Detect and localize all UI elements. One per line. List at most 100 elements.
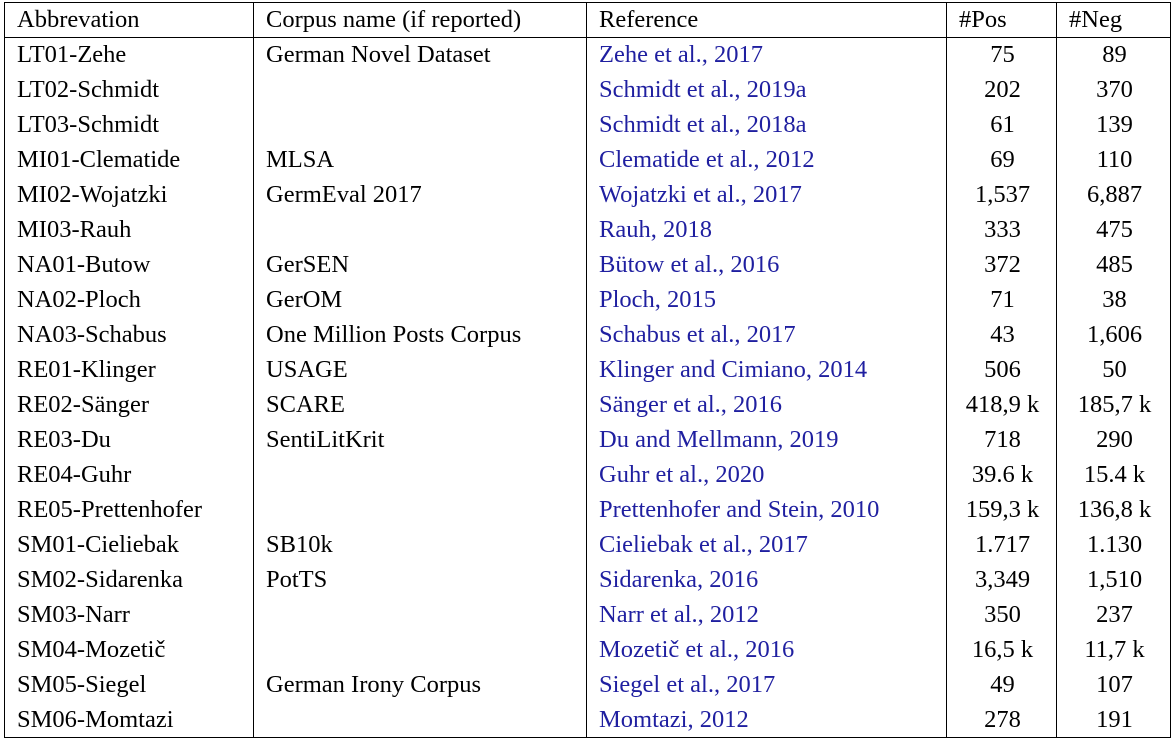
cell-reference-link[interactable]: Schmidt et al., 2018a bbox=[586, 107, 947, 143]
table-row: NA01-Butow GerSEN Bütow et al., 2016 372 485 bbox=[4, 247, 1171, 283]
cell-pos-count: 71 bbox=[946, 282, 1057, 318]
table-row: SM02-Sidarenka PotTS Sidarenka, 2016 3,349 1… bbox=[4, 562, 1171, 598]
cell-abbreviation: NA01-Butow bbox=[4, 247, 254, 283]
cell-pos-count: 372 bbox=[946, 247, 1057, 283]
cell-pos-count: 418,9 k bbox=[946, 387, 1057, 423]
cell-reference-link[interactable]: Ploch, 2015 bbox=[586, 282, 947, 318]
cell-neg-count: 290 bbox=[1056, 422, 1171, 458]
cell-reference-link[interactable]: Wojatzki et al., 2017 bbox=[586, 177, 947, 213]
table-row: SM03-Narr Narr et al., 2012 350 237 bbox=[4, 597, 1171, 633]
cell-neg-count: 237 bbox=[1056, 597, 1171, 633]
cell-pos-count: 159,3 k bbox=[946, 492, 1057, 528]
cell-reference-link[interactable]: Siegel et al., 2017 bbox=[586, 667, 947, 703]
cell-pos-count: 1.717 bbox=[946, 527, 1057, 563]
cell-reference-link[interactable]: Schmidt et al., 2019a bbox=[586, 72, 947, 108]
cell-reference-link[interactable]: Mozetič et al., 2016 bbox=[586, 632, 947, 668]
cell-corpus-name: MLSA bbox=[253, 142, 587, 178]
table-row: RE05-Prettenhofer Prettenhofer and Stein,… bbox=[4, 492, 1171, 528]
table-row: MI02-Wojatzki GermEval 2017 Wojatzki et al… bbox=[4, 177, 1171, 213]
table-row: SM05-Siegel German Irony Corpus Siegel et … bbox=[4, 667, 1171, 703]
cell-corpus-name: SB10k bbox=[253, 527, 587, 563]
header-corpus-name: Corpus name (if reported) bbox=[253, 2, 587, 38]
header-row: Abbrevation Corpus name (if reported) Re… bbox=[4, 2, 1171, 38]
cell-reference-link[interactable]: Du and Mellmann, 2019 bbox=[586, 422, 947, 458]
cell-pos-count: 39.6 k bbox=[946, 457, 1057, 493]
cell-reference-link[interactable]: Sidarenka, 2016 bbox=[586, 562, 947, 598]
cell-abbreviation: NA02-Ploch bbox=[4, 282, 254, 318]
cell-corpus-name: GerOM bbox=[253, 282, 587, 318]
cell-corpus-name bbox=[253, 107, 587, 143]
cell-neg-count: 139 bbox=[1056, 107, 1171, 143]
cell-pos-count: 333 bbox=[946, 212, 1057, 248]
cell-reference-link[interactable]: Klinger and Cimiano, 2014 bbox=[586, 352, 947, 388]
header-abbreviation: Abbrevation bbox=[4, 2, 254, 38]
cell-pos-count: 16,5 k bbox=[946, 632, 1057, 668]
cell-reference-link[interactable]: Momtazi, 2012 bbox=[586, 702, 947, 738]
cell-pos-count: 75 bbox=[946, 37, 1057, 73]
table-row: LT03-Schmidt Schmidt et al., 2018a 61 139 bbox=[4, 107, 1171, 143]
cell-neg-count: 191 bbox=[1056, 702, 1171, 738]
table-row: NA03-Schabus One Million Posts Corpus Scha… bbox=[4, 317, 1171, 353]
cell-reference-link[interactable]: Zehe et al., 2017 bbox=[586, 37, 947, 73]
cell-neg-count: 50 bbox=[1056, 352, 1171, 388]
table-row: MI03-Rauh Rauh, 2018 333 475 bbox=[4, 212, 1171, 248]
cell-reference-link[interactable]: Prettenhofer and Stein, 2010 bbox=[586, 492, 947, 528]
cell-abbreviation: MI01-Clematide bbox=[4, 142, 254, 178]
table-row: LT02-Schmidt Schmidt et al., 2019a 202 370 bbox=[4, 72, 1171, 108]
cell-corpus-name: USAGE bbox=[253, 352, 587, 388]
header-pos: #Pos bbox=[946, 2, 1057, 38]
table-row: LT01-Zehe German Novel Dataset Zehe et al.… bbox=[4, 37, 1171, 73]
cell-abbreviation: SM01-Cieliebak bbox=[4, 527, 254, 563]
cell-corpus-name: German Novel Dataset bbox=[253, 37, 587, 73]
table-row: RE01-Klinger USAGE Klinger and Cimiano, 20… bbox=[4, 352, 1171, 388]
cell-reference-link[interactable]: Cieliebak et al., 2017 bbox=[586, 527, 947, 563]
cell-abbreviation: RE02-Sänger bbox=[4, 387, 254, 423]
cell-pos-count: 350 bbox=[946, 597, 1057, 633]
cell-reference-link[interactable]: Narr et al., 2012 bbox=[586, 597, 947, 633]
cell-abbreviation: SM06-Momtazi bbox=[4, 702, 254, 738]
cell-pos-count: 506 bbox=[946, 352, 1057, 388]
cell-corpus-name bbox=[253, 597, 587, 633]
table-row: NA02-Ploch GerOM Ploch, 2015 71 38 bbox=[4, 282, 1171, 318]
cell-neg-count: 107 bbox=[1056, 667, 1171, 703]
table-row: SM04-Mozetič Mozetič et al., 2016 16,5 k 11… bbox=[4, 632, 1171, 668]
cell-corpus-name bbox=[253, 492, 587, 528]
cell-corpus-name bbox=[253, 457, 587, 493]
cell-neg-count: 1.130 bbox=[1056, 527, 1171, 563]
cell-abbreviation: RE03-Du bbox=[4, 422, 254, 458]
cell-corpus-name: SCARE bbox=[253, 387, 587, 423]
cell-abbreviation: RE05-Prettenhofer bbox=[4, 492, 254, 528]
dataset-table: Abbrevation Corpus name (if reported) Re… bbox=[4, 2, 1171, 738]
table-row: RE04-Guhr Guhr et al., 2020 39.6 k 15.4 k bbox=[4, 457, 1171, 493]
cell-neg-count: 185,7 k bbox=[1056, 387, 1171, 423]
cell-pos-count: 61 bbox=[946, 107, 1057, 143]
cell-abbreviation: LT01-Zehe bbox=[4, 37, 254, 73]
cell-abbreviation: SM04-Mozetič bbox=[4, 632, 254, 668]
cell-reference-link[interactable]: Sänger et al., 2016 bbox=[586, 387, 947, 423]
cell-abbreviation: MI03-Rauh bbox=[4, 212, 254, 248]
cell-corpus-name bbox=[253, 72, 587, 108]
cell-abbreviation: RE04-Guhr bbox=[4, 457, 254, 493]
cell-corpus-name: SentiLitKrit bbox=[253, 422, 587, 458]
cell-abbreviation: SM02-Sidarenka bbox=[4, 562, 254, 598]
cell-abbreviation: MI02-Wojatzki bbox=[4, 177, 254, 213]
cell-neg-count: 1,510 bbox=[1056, 562, 1171, 598]
cell-corpus-name bbox=[253, 702, 587, 738]
cell-corpus-name: One Million Posts Corpus bbox=[253, 317, 587, 353]
cell-pos-count: 718 bbox=[946, 422, 1057, 458]
cell-abbreviation: LT02-Schmidt bbox=[4, 72, 254, 108]
cell-abbreviation: RE01-Klinger bbox=[4, 352, 254, 388]
cell-reference-link[interactable]: Bütow et al., 2016 bbox=[586, 247, 947, 283]
cell-neg-count: 136,8 k bbox=[1056, 492, 1171, 528]
cell-reference-link[interactable]: Rauh, 2018 bbox=[586, 212, 947, 248]
cell-reference-link[interactable]: Schabus et al., 2017 bbox=[586, 317, 947, 353]
cell-reference-link[interactable]: Clematide et al., 2012 bbox=[586, 142, 947, 178]
cell-neg-count: 475 bbox=[1056, 212, 1171, 248]
cell-pos-count: 3,349 bbox=[946, 562, 1057, 598]
cell-corpus-name: GermEval 2017 bbox=[253, 177, 587, 213]
table-body: LT01-Zehe German Novel Dataset Zehe et al.… bbox=[4, 37, 1171, 738]
cell-reference-link[interactable]: Guhr et al., 2020 bbox=[586, 457, 947, 493]
cell-neg-count: 6,887 bbox=[1056, 177, 1171, 213]
cell-neg-count: 15.4 k bbox=[1056, 457, 1171, 493]
